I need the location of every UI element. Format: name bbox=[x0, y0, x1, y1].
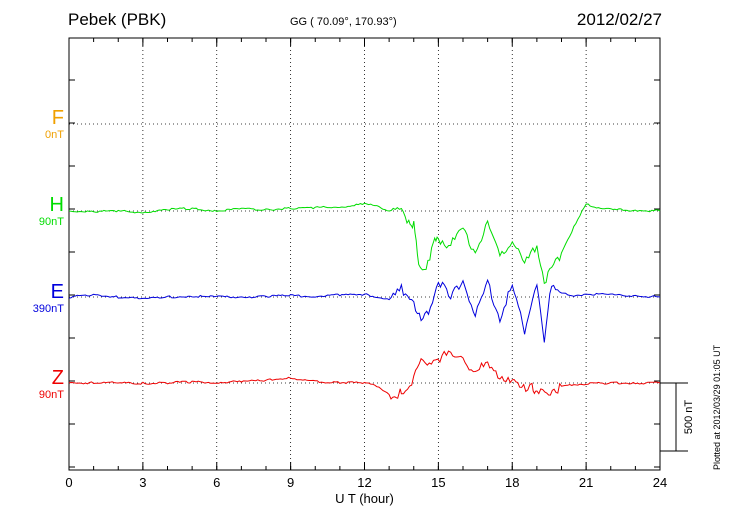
channel-scale-e: 390nT bbox=[32, 303, 64, 315]
channel-name-h: H bbox=[49, 194, 64, 216]
x-tick-label: 9 bbox=[287, 475, 294, 490]
series-e-line bbox=[68, 278, 661, 343]
channel-label-z: Z 90nT bbox=[4, 368, 64, 402]
channel-name-e: E bbox=[50, 281, 64, 303]
x-tick-label: 6 bbox=[213, 475, 220, 490]
channel-name-f: F bbox=[51, 107, 64, 129]
x-axis-label: U T (hour) bbox=[335, 491, 394, 506]
x-tick-label: 0 bbox=[65, 475, 72, 490]
channel-label-e: E 390nT bbox=[4, 282, 64, 316]
series-z-line bbox=[68, 350, 661, 400]
x-tick-label: 15 bbox=[431, 475, 445, 490]
channel-scale-z: 90nT bbox=[38, 389, 64, 401]
coordinates-label: GG ( 70.09°, 170.93°) bbox=[290, 16, 397, 28]
station-title: Pebek (PBK) bbox=[68, 10, 167, 29]
x-tick-label: 18 bbox=[505, 475, 519, 490]
channel-label-h: H 90nT bbox=[4, 195, 64, 229]
channel-name-z: Z bbox=[51, 367, 64, 389]
x-tick-label: 3 bbox=[139, 475, 146, 490]
date-label: 2012/02/27 bbox=[576, 10, 662, 29]
channel-label-f: F 0nT bbox=[4, 108, 64, 142]
channel-scale-h: 90nT bbox=[38, 216, 64, 228]
x-tick-label: 21 bbox=[579, 475, 593, 490]
x-tick-label: 24 bbox=[653, 475, 667, 490]
scale-bar-label: 500 nT bbox=[683, 400, 695, 435]
channel-scale-f: 0nT bbox=[45, 129, 64, 141]
x-tick-label: 12 bbox=[357, 475, 371, 490]
series-h-line bbox=[68, 202, 661, 285]
